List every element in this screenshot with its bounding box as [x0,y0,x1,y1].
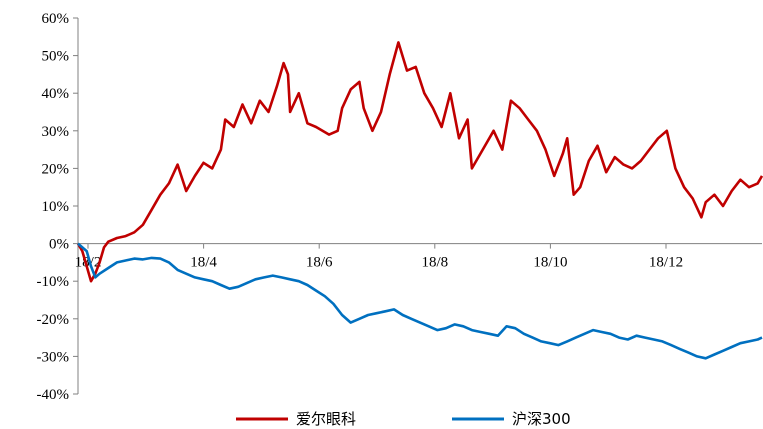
y-tick-label: 50% [42,49,70,65]
y-tick-label: 30% [42,124,70,140]
y-tick-label: 0% [49,237,69,253]
y-tick-label: 40% [42,86,70,102]
series-line-2 [77,242,763,360]
x-tick-label: 18/8 [421,255,448,271]
y-tick-label: 60% [42,11,70,27]
x-tick-label: 18/2 [75,255,102,271]
x-axis: 18/2 18/4 18/6 18/8 18/10 18/12 [75,243,762,271]
y-tick-label: -10% [37,274,70,290]
legend: 爱尔眼科 沪深300 [236,410,571,428]
legend-label-1: 爱尔眼科 [296,410,356,428]
y-tick-label: -30% [37,349,70,365]
x-tick-label: 18/12 [649,255,683,271]
y-tick-label: 20% [42,161,70,177]
series-layer [76,41,763,360]
series-line-1 [76,41,763,283]
y-axis: -40% -30% -20% -10% 0% 10% 20% 30% 40% 50% 60% [37,11,79,403]
x-tick-label: 18/4 [190,255,217,271]
y-tick-label: -20% [37,312,70,328]
y-tick-label: 10% [42,199,70,215]
y-tick-label: -40% [37,387,70,403]
legend-label-2: 沪深300 [512,410,571,428]
x-tick-label: 18/10 [533,255,567,271]
x-tick-label: 18/6 [306,255,333,271]
